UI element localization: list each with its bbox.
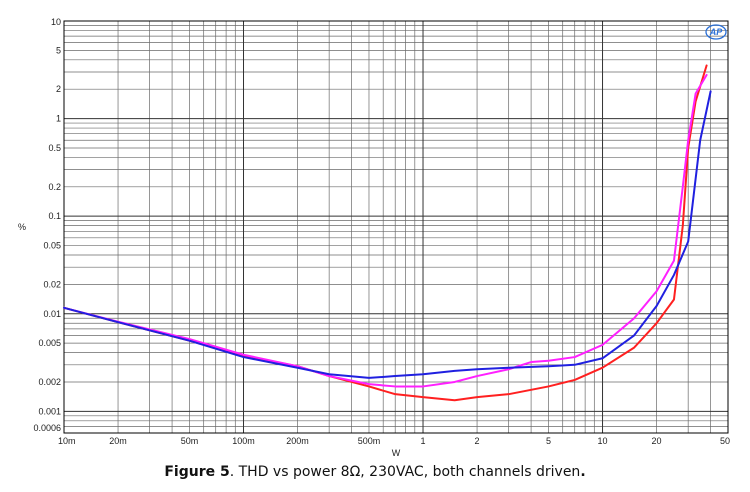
- x-tick-label: 5: [546, 436, 551, 446]
- y-tick-label: 0.1: [48, 211, 61, 221]
- grid-minor: [64, 21, 729, 434]
- y-tick-label: 0.002: [38, 377, 61, 387]
- x-tick-label: 20m: [109, 436, 127, 446]
- x-tick-label: 50: [720, 436, 730, 446]
- caption-text: . THD vs power 8Ω, 230VAC, both channels…: [229, 464, 581, 480]
- y-tick-label: 10: [51, 17, 61, 27]
- x-tick-label: 2: [475, 436, 480, 446]
- caption-end: .: [580, 464, 586, 480]
- y-tick-label: 0.05: [43, 241, 61, 251]
- y-tick-label: 0.5: [48, 143, 61, 153]
- y-tick-label: 2: [56, 84, 61, 94]
- y-tick-label: 0.0006: [33, 423, 61, 433]
- logo-text: AP: [709, 27, 723, 37]
- y-tick-label: 0.005: [38, 338, 61, 348]
- y-axis-title: %: [18, 222, 26, 232]
- x-tick-labels: 10m 20m 50m 100m 200m 500m 1 2 5 10 20 50: [58, 436, 730, 446]
- y-tick-label: 0.001: [38, 406, 61, 416]
- x-tick-label: 10m: [58, 436, 76, 446]
- series-layer: [63, 64, 712, 402]
- ap-logo: AP: [705, 24, 727, 40]
- grid-major: [63, 20, 728, 433]
- figure-caption: Figure 5. THD vs power 8Ω, 230VAC, both …: [0, 464, 750, 480]
- x-tick-label: 10: [598, 436, 608, 446]
- x-tick-label: 500m: [358, 436, 381, 446]
- series-line-1: [63, 64, 708, 402]
- x-tick-label: 200m: [286, 436, 309, 446]
- y-tick-label: 1: [56, 114, 61, 124]
- logo-ring: [705, 24, 727, 40]
- y-tick-label: 5: [56, 45, 61, 55]
- y-tick-labels: 10 5 2 1 0.5 0.2 0.1 0.05 0.02 0.01 0.005 0.002 0.00…: [33, 17, 61, 433]
- x-tick-label: 50m: [181, 436, 199, 446]
- plot-frame: [63, 20, 729, 434]
- caption-label: Figure 5: [164, 464, 230, 480]
- x-tick-label: 1: [421, 436, 426, 446]
- series-line-2: [63, 73, 708, 388]
- series-line-3: [63, 90, 712, 379]
- x-tick-label: 20: [652, 436, 662, 446]
- y-tick-label: 0.2: [48, 182, 61, 192]
- y-tick-label: 0.02: [43, 279, 61, 289]
- x-tick-label: 100m: [232, 436, 255, 446]
- x-axis-title: W: [392, 448, 401, 458]
- y-tick-label: 0.01: [43, 309, 61, 319]
